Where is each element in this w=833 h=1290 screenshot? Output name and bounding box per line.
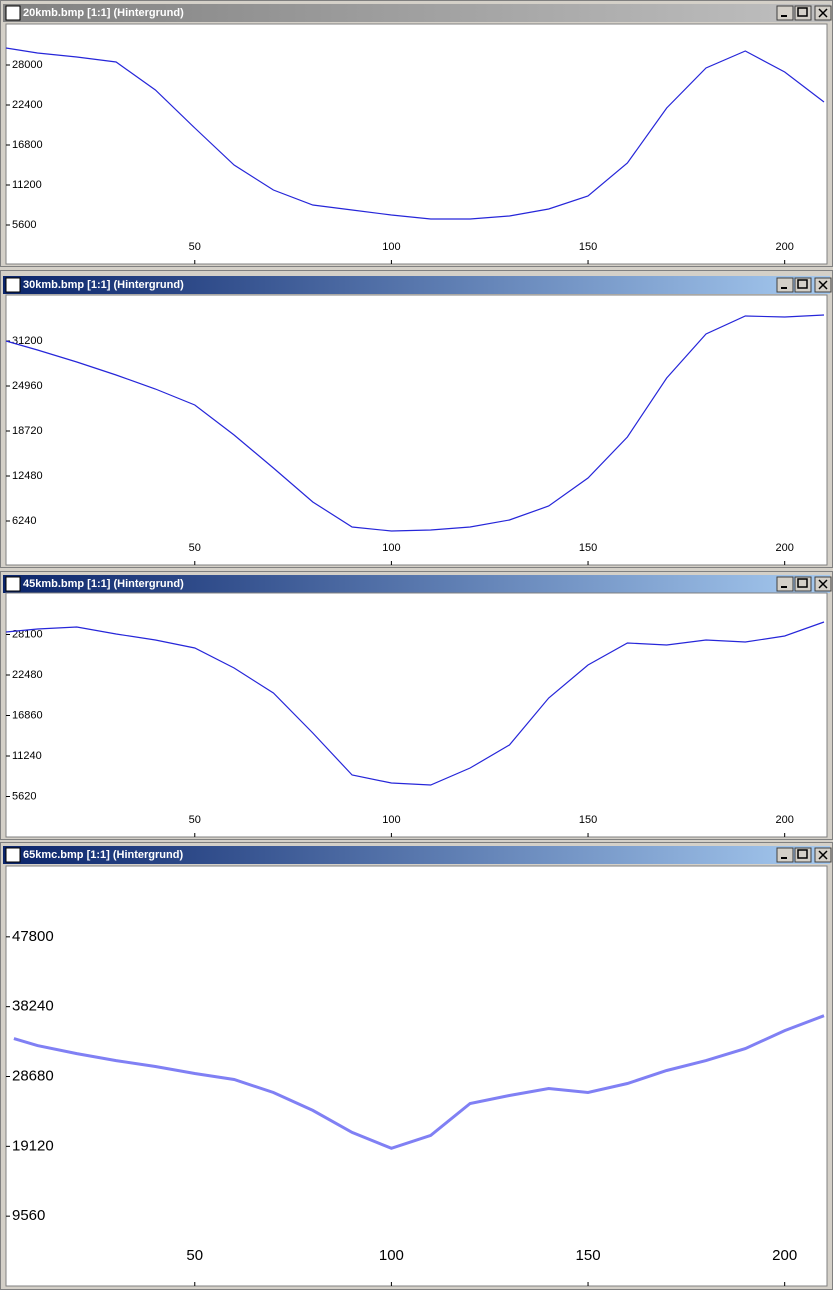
x-tick-label: 100	[379, 1247, 404, 1264]
y-tick-label: 47800	[12, 928, 54, 945]
window-title: 30kmb.bmp [1:1] (Hintergrund)	[23, 279, 184, 291]
data-line	[5, 314, 825, 532]
window-icon	[5, 576, 21, 592]
title-bar	[3, 846, 830, 864]
glyph	[818, 280, 828, 290]
data-line	[13, 1014, 825, 1150]
x-tick-label: 150	[576, 1247, 601, 1264]
y-tick-label: 31200	[12, 335, 43, 347]
x-tick-label: 50	[186, 1247, 203, 1264]
x-tick-label: 50	[189, 241, 201, 253]
window-title: 20kmb.bmp [1:1] (Hintergrund)	[23, 7, 184, 19]
minimize-button[interactable]	[776, 5, 794, 21]
plot-area	[5, 23, 828, 265]
title-bar	[3, 276, 830, 294]
y-tick-label: 11200	[12, 179, 42, 191]
y-tick-label: 19120	[12, 1137, 54, 1154]
window: 20kmb.bmp [1:1] (Hintergrund) 5600 11200 16…	[0, 0, 833, 267]
window-icon	[5, 277, 21, 293]
x-tick-label: 100	[382, 542, 400, 554]
y-tick-label: 28100	[12, 628, 43, 640]
y-tick-label: 5600	[12, 219, 36, 231]
minimize-button[interactable]	[776, 847, 794, 863]
glyph	[818, 8, 828, 18]
y-tick-label: 16800	[12, 139, 43, 151]
window-title: 45kmb.bmp [1:1] (Hintergrund)	[23, 578, 184, 590]
y-tick-label: 9560	[12, 1207, 45, 1224]
y-tick-label: 12480	[12, 470, 43, 482]
glyph	[797, 849, 808, 859]
plot-area	[5, 592, 828, 838]
y-tick-label: 24960	[12, 380, 43, 392]
y-tick-label: 22400	[12, 99, 43, 111]
glyph	[818, 850, 828, 860]
window: 65kmc.bmp [1:1] (Hintergrund) 9560 19120 28…	[0, 842, 833, 1290]
glyph	[797, 279, 808, 289]
x-tick-label: 50	[189, 542, 201, 554]
x-tick-label: 50	[189, 814, 201, 826]
window-icon	[5, 847, 21, 863]
x-tick-label: 200	[775, 241, 793, 253]
x-tick-label: 200	[775, 542, 793, 554]
title-bar	[3, 4, 830, 22]
y-tick-label: 11240	[12, 750, 42, 762]
y-tick-label: 6240	[12, 515, 36, 527]
y-tick-label: 28680	[12, 1067, 54, 1084]
plot-area	[5, 294, 828, 566]
window-icon	[5, 5, 21, 21]
glyph	[797, 7, 808, 17]
glyph	[818, 579, 828, 589]
window: 45kmb.bmp [1:1] (Hintergrund) 5620 11240 16…	[0, 571, 833, 840]
glyph	[797, 578, 808, 588]
plot-area	[5, 865, 828, 1287]
x-tick-label: 200	[772, 1247, 797, 1264]
y-tick-label: 22480	[12, 669, 43, 681]
x-tick-label: 100	[382, 241, 400, 253]
x-tick-label: 200	[775, 814, 793, 826]
y-tick-label: 38240	[12, 998, 54, 1015]
data-line	[5, 621, 825, 786]
x-tick-label: 150	[579, 241, 597, 253]
window-title: 65kmc.bmp [1:1] (Hintergrund)	[23, 849, 183, 861]
x-tick-label: 150	[579, 542, 597, 554]
y-tick-label: 16860	[12, 709, 43, 721]
minimize-button[interactable]	[776, 277, 794, 293]
window: 30kmb.bmp [1:1] (Hintergrund) 6240 12480 18…	[0, 270, 833, 568]
y-tick-label: 5620	[12, 790, 36, 802]
x-tick-label: 100	[382, 814, 400, 826]
title-bar	[3, 575, 830, 593]
y-tick-label: 18720	[12, 425, 43, 437]
minimize-button[interactable]	[776, 576, 794, 592]
x-tick-label: 150	[579, 814, 597, 826]
data-line	[5, 47, 825, 220]
y-tick-label: 28000	[12, 59, 43, 71]
